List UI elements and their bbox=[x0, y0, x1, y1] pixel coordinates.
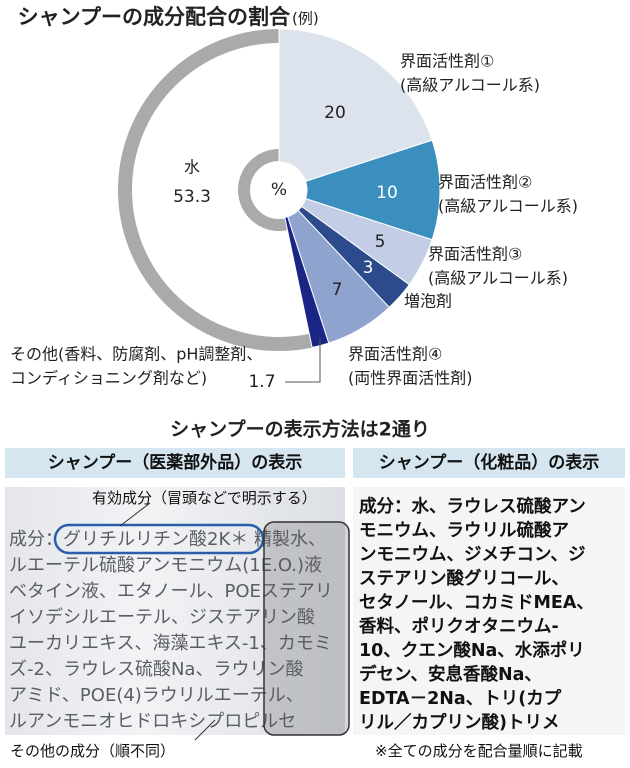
value-label: 10 bbox=[376, 183, 398, 203]
label-text: アミド、POE(4)ラウリルエーテル、 bbox=[9, 685, 304, 706]
value-label: 1.7 bbox=[248, 372, 275, 392]
chart-subtitle: (例) bbox=[292, 10, 319, 28]
label-text: リル／カプリン酸)トリメ bbox=[359, 713, 560, 733]
panel-header: シャンプー（医薬部外品）の表示 bbox=[5, 448, 345, 478]
wedge bbox=[117, 29, 313, 352]
chart-title: シャンプーの成分配合の割合 bbox=[18, 5, 291, 29]
label-text: ズ-2、ラウレス硫酸Na、ラウリン酸 bbox=[9, 659, 304, 680]
category-label: (高級アルコール系) bbox=[438, 197, 578, 216]
label-text: 10、クエン酸Na、水添ポリ bbox=[359, 641, 585, 661]
label-text: 香料、ポリクオタニウム- bbox=[359, 617, 559, 637]
label-text: ンモニウム、ジメチコン、ジ bbox=[359, 545, 586, 565]
label-text: EDTA－2Na、トリ(カプ bbox=[359, 689, 562, 709]
category-label: コンディショニング剤など) bbox=[10, 369, 207, 388]
category-label: 水 bbox=[184, 158, 200, 177]
category-label: 界面活性剤① bbox=[400, 52, 494, 71]
label-text: ステアリン酸グリコール、 bbox=[359, 569, 569, 589]
annotation: その他の成分（順不同） bbox=[10, 742, 176, 760]
label-text: セタノール、コカミドMEA、 bbox=[359, 593, 594, 613]
value-label: 7 bbox=[332, 280, 343, 300]
label-text: モニウム、ラウリル硫酸ア bbox=[359, 521, 569, 541]
label-photo: 成分：グリチルリチン酸2K＊ 精製水、 ルエーテル硫酸アンモニウム(1E.O.)液… bbox=[5, 487, 345, 735]
leader-line bbox=[285, 338, 321, 383]
category-label: (両性界面活性剤) bbox=[348, 369, 473, 388]
label-text: 成分：グリチルリチン酸2K＊ 精製水、 bbox=[9, 529, 326, 550]
label-text: ルエーテル硫酸アンモニウム(1E.O.)液 bbox=[9, 555, 323, 576]
section-title: シャンプーの表示方法は2通り bbox=[170, 418, 430, 441]
category-label: (高級アルコール系) bbox=[428, 269, 568, 288]
label-text: ルアンモニオヒドロキシプロピルセ bbox=[9, 711, 297, 732]
center-hole bbox=[251, 162, 307, 218]
label-text: デセン、安息香酸Na、 bbox=[359, 665, 542, 685]
center-label: % bbox=[271, 180, 287, 200]
value-label: 53.3 bbox=[173, 187, 211, 207]
label-photo: 成分：水、ラウレス硫酸アン モニウム、ラウリル硫酸ア ンモニウム、ジメチコン、ジ ステ… bbox=[353, 487, 625, 735]
value-label: 5 bbox=[375, 232, 386, 252]
category-label: 界面活性剤④ bbox=[348, 345, 442, 364]
chart: シャンプーの成分配合の割合 (例) シャンプーの表示方法は2通り % 20 界面活性… bbox=[10, 5, 578, 441]
label-text: ユーカリエキス、海藻エキス-1、カモミ bbox=[9, 633, 332, 654]
value-label: 20 bbox=[324, 103, 346, 123]
category-label: (高級アルコール系) bbox=[400, 76, 540, 95]
category-label: その他(香料、防腐剤、pH調整剤、 bbox=[10, 345, 262, 364]
annotation: ※全ての成分を配合量順に記載 bbox=[375, 742, 583, 760]
category-label: 増泡剤 bbox=[404, 292, 452, 311]
label-text: イソデシルエーテル、ジステアリン酸 bbox=[9, 607, 315, 628]
label-text: ベタイン液、エタノール、POEステアリ bbox=[9, 581, 333, 602]
value-label: 3 bbox=[363, 258, 374, 278]
category-label: 界面活性剤② bbox=[438, 173, 532, 192]
annotation: 有効成分（冒頭などで明示する） bbox=[92, 489, 317, 507]
label-text: 成分：水、ラウレス硫酸アン bbox=[359, 497, 586, 517]
category-label: 界面活性剤③ bbox=[428, 245, 522, 264]
panel-header: シャンプー（化粧品）の表示 bbox=[353, 448, 625, 478]
